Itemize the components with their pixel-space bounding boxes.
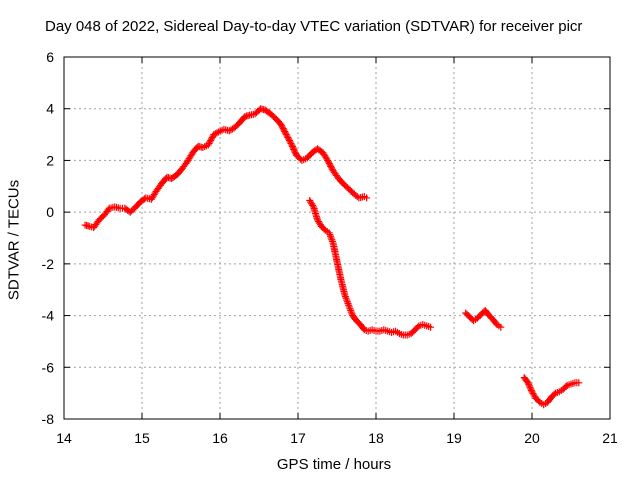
data-point <box>327 162 335 170</box>
data-point <box>525 380 533 388</box>
data-point <box>341 293 349 301</box>
data-point <box>525 382 533 390</box>
data-point <box>327 232 334 240</box>
data-point <box>347 306 355 314</box>
data-points <box>81 105 583 409</box>
data-point <box>343 296 351 304</box>
data-point <box>288 142 296 150</box>
data-point <box>204 141 212 149</box>
data-point <box>205 139 213 147</box>
data-point <box>345 301 353 309</box>
data-point <box>290 147 298 155</box>
data-point <box>286 138 294 146</box>
y-axis: -8 -6 -4 -2 0 2 4 6 <box>42 49 610 427</box>
data-point <box>341 291 349 299</box>
data-point <box>279 125 287 133</box>
data-point <box>309 201 317 209</box>
y-tick-label: -2 <box>42 256 55 272</box>
data-point <box>225 127 233 135</box>
data-point <box>526 383 534 391</box>
x-tick-label: 15 <box>134 430 150 446</box>
data-point <box>326 161 334 169</box>
data-point <box>345 303 353 311</box>
chart-title: Day 048 of 2022, Sidereal Day-to-day VTE… <box>45 18 583 35</box>
data-point <box>344 300 352 308</box>
y-tick-label: 0 <box>46 204 54 220</box>
data-point <box>324 158 332 166</box>
x-tick-label: 16 <box>212 430 228 446</box>
data-point <box>323 155 331 163</box>
data-point <box>290 145 298 153</box>
x-tick-label: 18 <box>368 430 384 446</box>
data-point <box>327 234 335 242</box>
data-point <box>207 135 215 143</box>
data-point <box>285 135 293 143</box>
data-point <box>282 129 290 137</box>
x-tick-label: 20 <box>524 430 540 446</box>
x-tick-label: 14 <box>56 430 72 446</box>
data-point <box>325 229 333 237</box>
y-tick-label: -8 <box>42 411 55 427</box>
data-point <box>524 379 532 387</box>
x-axis-label: GPS time / hours <box>276 456 392 473</box>
data-point <box>213 129 221 137</box>
data-point <box>325 159 333 167</box>
data-point <box>527 386 535 394</box>
data-point <box>497 323 505 331</box>
y-tick-label: 4 <box>46 101 54 117</box>
data-point <box>280 126 288 134</box>
data-point <box>328 236 336 244</box>
data-point <box>328 164 336 172</box>
x-axis: 14 15 16 17 18 19 20 21 <box>56 57 618 446</box>
data-point <box>324 156 332 164</box>
data-point <box>328 237 336 245</box>
x-tick-label: 19 <box>446 430 462 446</box>
data-point <box>210 131 218 139</box>
data-point <box>278 122 286 130</box>
data-point <box>326 231 334 239</box>
x-tick-label: 21 <box>602 430 618 446</box>
data-point <box>201 143 209 151</box>
data-point <box>291 148 299 156</box>
data-point <box>527 385 535 393</box>
data-point <box>288 141 296 149</box>
data-point <box>281 128 289 136</box>
data-point <box>211 130 219 138</box>
data-point <box>283 132 291 140</box>
data-point <box>278 123 286 131</box>
data-point <box>284 134 292 142</box>
data-point <box>427 323 435 331</box>
plot-frame <box>63 56 611 420</box>
y-tick-label: 2 <box>46 152 54 168</box>
data-point <box>575 379 583 387</box>
data-point <box>207 136 215 144</box>
data-point <box>208 134 216 142</box>
data-point <box>227 126 235 134</box>
data-point <box>346 305 354 313</box>
y-tick-label: -4 <box>42 308 55 324</box>
data-point <box>347 308 355 316</box>
data-point <box>363 194 371 202</box>
data-point <box>348 310 356 318</box>
x-tick-label: 17 <box>290 430 306 446</box>
grid <box>64 57 610 419</box>
data-point <box>282 131 290 139</box>
data-point <box>206 138 214 146</box>
data-point <box>289 144 297 152</box>
data-point <box>343 298 351 306</box>
y-tick-label: 6 <box>46 49 54 65</box>
data-point <box>277 120 285 128</box>
y-axis-label: SDTVAR / TECUs <box>5 179 23 301</box>
y-tick-label: -6 <box>42 359 55 375</box>
data-point <box>287 139 295 147</box>
data-point <box>342 294 350 302</box>
data-point <box>285 136 293 144</box>
